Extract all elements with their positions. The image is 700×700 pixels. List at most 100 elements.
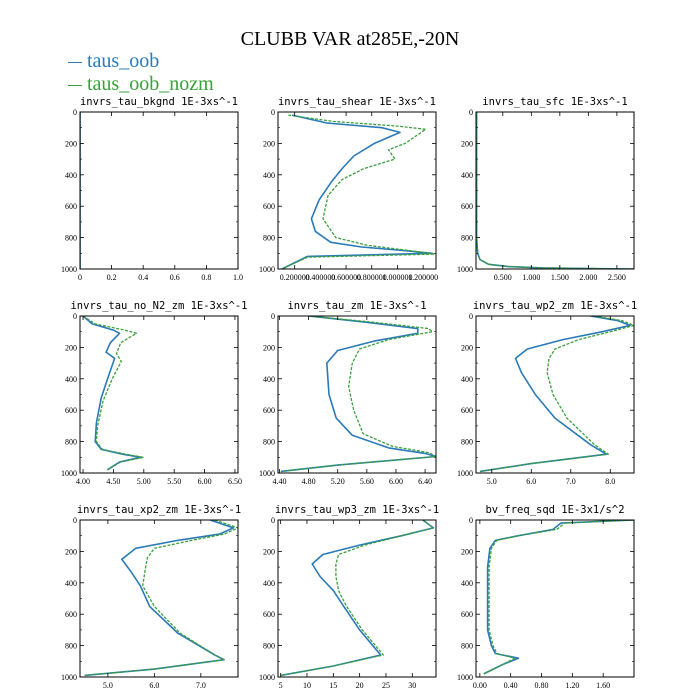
y-tick-label: 200 xyxy=(263,547,275,556)
y-tick-label: 800 xyxy=(461,642,473,651)
y-tick-label: 800 xyxy=(461,234,473,243)
panel-title: invrs_tau_no_N2_zm 1E-3xs^-1 xyxy=(70,300,247,312)
y-tick-label: 600 xyxy=(263,202,275,211)
x-tick-label: 5 xyxy=(279,681,283,690)
y-tick-label: 400 xyxy=(263,579,275,588)
x-tick-label: 6.50 xyxy=(228,477,242,486)
x-tick-label: 6.00 xyxy=(389,477,403,486)
chart-panel-2: invrs_tau_shear 1E-3xs^-10 200 400 600 800 10… xyxy=(259,96,438,282)
y-tick-label: 0 xyxy=(271,516,275,525)
x-tick-label: 1.20 xyxy=(565,681,579,690)
y-tick-label: 200 xyxy=(461,139,473,148)
y-tick-label: 800 xyxy=(65,234,77,243)
y-tick-label: 400 xyxy=(65,171,77,180)
series-line-2 xyxy=(82,316,145,471)
y-tick-label: 200 xyxy=(65,139,77,148)
y-tick-label: 1000 xyxy=(457,469,473,478)
panel-title: invrs_tau_bkgnd 1E-3xs^-1 xyxy=(80,96,238,108)
x-tick-label: 0.8 xyxy=(201,273,211,282)
y-tick-label: 600 xyxy=(263,406,275,415)
plot-frame xyxy=(475,315,635,474)
y-tick-label: 0 xyxy=(469,516,473,525)
y-tick-label: 1000 xyxy=(457,673,473,682)
x-tick-label: 1.000 xyxy=(522,273,540,282)
panel-title: invrs_tau_sfc 1E-3xs^-1 xyxy=(482,96,627,108)
x-tick-label: 1.60 xyxy=(596,681,610,690)
x-tick-label: 0.800000 xyxy=(357,273,387,282)
series-line-2 xyxy=(280,316,436,473)
y-tick-label: 800 xyxy=(263,438,275,447)
panel-title: invrs_tau_xp2_zm 1E-3xs^-1 xyxy=(77,504,241,516)
y-tick-label: 800 xyxy=(263,234,275,243)
x-tick-label: 4.40 xyxy=(272,477,286,486)
x-tick-label: 8.0 xyxy=(605,477,615,486)
x-tick-label: 6.00 xyxy=(198,477,212,486)
y-tick-label: 600 xyxy=(461,610,473,619)
chart-panel-9: bv_freq_sqd 1E-3x1/s^2020040060080010000… xyxy=(457,504,635,690)
x-tick-label: 6.40 xyxy=(418,477,432,486)
chart-panel-5: invrs_tau_zm 1E-3xs^-1020040060080010004… xyxy=(259,300,437,486)
y-tick-label: 1000 xyxy=(259,469,275,478)
x-tick-label: 15 xyxy=(329,681,337,690)
x-tick-label: 1.200000 xyxy=(408,273,438,282)
y-tick-label: 400 xyxy=(263,375,275,384)
y-tick-label: 400 xyxy=(461,579,473,588)
y-tick-label: 200 xyxy=(263,139,275,148)
y-tick-label: 200 xyxy=(461,343,473,352)
y-tick-label: 0 xyxy=(469,312,473,321)
series-line-1 xyxy=(280,316,436,473)
y-tick-label: 0 xyxy=(271,312,275,321)
series-line-2 xyxy=(280,520,435,677)
y-tick-label: 600 xyxy=(65,406,77,415)
x-tick-label: 2.000 xyxy=(579,273,597,282)
y-tick-label: 1000 xyxy=(61,673,77,682)
y-tick-label: 400 xyxy=(65,375,77,384)
x-tick-label: 0.00 xyxy=(473,681,487,690)
chart-panel-8: invrs_tau_wp3_zm 1E-3xs^-10 200 400 600 800 1… xyxy=(259,504,439,690)
series-line-1 xyxy=(476,112,634,269)
x-tick-label: 5.60 xyxy=(360,477,374,486)
series-line-1 xyxy=(82,316,142,471)
y-tick-label: 600 xyxy=(65,202,77,211)
x-tick-label: 0 xyxy=(78,273,82,282)
x-tick-label: 7.0 xyxy=(566,477,576,486)
x-tick-label: 0.400000 xyxy=(305,273,335,282)
y-tick-label: 600 xyxy=(461,406,473,415)
y-tick-label: 0 xyxy=(271,108,275,117)
panel-title: invrs_tau_shear 1E-3xs^-1 xyxy=(278,96,436,108)
series-line-1 xyxy=(479,316,631,473)
x-tick-label: 30 xyxy=(408,681,416,690)
series-line-1 xyxy=(281,114,433,269)
y-tick-label: 400 xyxy=(65,579,77,588)
x-tick-label: 2.500 xyxy=(608,273,626,282)
series-line-2 xyxy=(476,112,634,269)
plot-frame xyxy=(475,519,635,678)
y-tick-label: 0 xyxy=(469,108,473,117)
y-tick-label: 800 xyxy=(65,438,77,447)
y-tick-label: 1000 xyxy=(61,469,77,478)
series-line-1 xyxy=(280,520,435,677)
plot-frame xyxy=(475,111,635,270)
y-tick-label: 0 xyxy=(73,108,77,117)
y-tick-label: 400 xyxy=(461,171,473,180)
x-tick-label: 1.000000 xyxy=(382,273,412,282)
legend-label: taus_oob_nozm xyxy=(87,73,214,95)
legend-item-taus-oob: taus_oob xyxy=(68,50,159,73)
y-tick-label: 600 xyxy=(461,202,473,211)
y-tick-label: 400 xyxy=(461,375,473,384)
y-tick-label: 800 xyxy=(65,642,77,651)
x-tick-label: 5.0 xyxy=(487,477,497,486)
plot-frame xyxy=(277,111,437,270)
y-tick-label: 200 xyxy=(65,343,77,352)
x-tick-label: 1.0 xyxy=(233,273,243,282)
x-tick-label: 6.0 xyxy=(149,681,159,690)
x-tick-label: 1.500 xyxy=(551,273,569,282)
chart-panel-1: invrs_tau_bkgnd 1E-3xs^-1020040060080010… xyxy=(61,96,243,282)
legend-line-icon xyxy=(68,84,82,86)
panel-title: invrs_tau_wp2_zm 1E-3xs^-1 xyxy=(473,300,637,312)
x-tick-label: 7.0 xyxy=(196,681,206,690)
y-tick-label: 600 xyxy=(263,610,275,619)
y-tick-label: 200 xyxy=(65,547,77,556)
